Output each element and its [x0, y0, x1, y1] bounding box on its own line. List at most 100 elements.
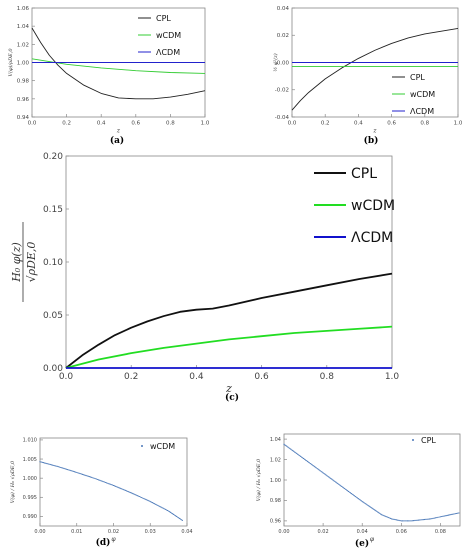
data-point [361, 500, 363, 503]
data-point [446, 514, 448, 516]
series-points-CPL [283, 443, 460, 522]
data-point [139, 496, 142, 498]
data-point [355, 496, 357, 498]
data-point [345, 488, 347, 490]
y-tick-label: 0.05 [43, 311, 63, 321]
data-point [331, 478, 333, 480]
data-point [111, 484, 113, 486]
legend-label: CPL [156, 14, 171, 23]
y-tick-label: 0.98 [17, 79, 30, 85]
data-point [315, 467, 317, 469]
data-point [81, 473, 84, 475]
data-point [425, 518, 427, 520]
legend-label: wCDM [156, 31, 181, 40]
y-tick-label: 0.96 [17, 97, 30, 103]
data-point [153, 503, 156, 505]
data-point [169, 511, 172, 514]
legend-label: ΛCDM [410, 107, 434, 116]
data-point [405, 520, 407, 522]
data-point [69, 469, 71, 471]
data-point [316, 467, 318, 470]
data-point [60, 466, 62, 469]
data-point [285, 445, 287, 447]
data-point [86, 475, 88, 477]
data-point [386, 516, 388, 518]
data-point [42, 462, 45, 464]
data-point [293, 450, 295, 452]
data-point [300, 455, 302, 457]
data-point [172, 513, 175, 515]
data-point [370, 506, 372, 509]
data-point [363, 502, 365, 504]
data-point [450, 514, 452, 516]
data-point [428, 518, 431, 520]
data-point [132, 492, 134, 495]
data-point [401, 520, 404, 522]
data-point [152, 502, 155, 504]
data-point [453, 513, 455, 515]
data-point [309, 462, 311, 465]
x-tick-label: 0.00 [278, 529, 289, 535]
data-point [50, 464, 53, 466]
data-point [117, 486, 119, 488]
data-point [318, 469, 320, 471]
data-point [175, 515, 178, 517]
x-tick-label: 0.6 [254, 372, 269, 382]
data-point [310, 463, 312, 465]
data-point [147, 499, 149, 502]
data-point [91, 476, 93, 479]
data-point [341, 485, 343, 488]
x-tick-label: 0.2 [62, 121, 71, 127]
y-tick-label: 1.000 [23, 476, 37, 482]
data-point [142, 497, 144, 499]
data-point [47, 463, 49, 465]
x-tick-label: 0.2 [124, 372, 138, 382]
y-tick-label: 1.00 [270, 478, 281, 484]
data-point [346, 490, 349, 492]
data-point [294, 451, 296, 453]
data-point [354, 495, 356, 498]
data-point [322, 472, 324, 474]
y-tick-label: 1.02 [17, 42, 29, 48]
data-point [149, 500, 151, 503]
data-point [160, 506, 162, 508]
data-point [166, 509, 169, 512]
data-point [136, 494, 138, 497]
data-point [52, 464, 54, 466]
data-point [130, 492, 132, 494]
x-axis-title: z [372, 128, 377, 135]
chart-a: 0.0 0.2 0.4 0.6 0.8 1.0 0.94 0.96 0.98 1.00 1.02 1.… [7, 6, 210, 146]
data-point [97, 479, 100, 481]
panel-caption: (d) [96, 537, 111, 548]
x-tick-label: 0.03 [145, 529, 156, 535]
data-point [174, 515, 177, 517]
data-point [328, 476, 330, 478]
y-tick-label: 0.96 [270, 519, 281, 525]
data-point [85, 474, 87, 477]
y-tick-label: 1.00 [17, 60, 30, 66]
data-point [421, 519, 423, 521]
data-point [443, 515, 445, 517]
data-point [352, 494, 355, 496]
x-tick-label: 0.01 [71, 529, 82, 535]
data-point [146, 499, 148, 501]
data-point [288, 447, 290, 449]
y-tick-label: 0.04 [277, 6, 290, 12]
data-point [39, 461, 41, 463]
data-point [385, 515, 387, 518]
data-point [409, 520, 411, 522]
data-point [379, 512, 381, 515]
data-point [103, 481, 105, 483]
data-point [158, 505, 160, 507]
data-point [301, 457, 304, 459]
x-tick-label: 1.0 [454, 121, 463, 127]
data-point [390, 518, 393, 520]
legend-swatch [412, 439, 414, 441]
data-point [415, 519, 417, 521]
data-point [344, 487, 346, 490]
chart-b: 0.0 0.2 0.4 0.6 0.8 1.0 -0.04 -0.02 0.00 0.02 0.04… [272, 6, 463, 146]
data-point [438, 516, 440, 518]
series-points-wCDM [39, 461, 183, 521]
y-tick-label: 1.02 [270, 457, 281, 463]
